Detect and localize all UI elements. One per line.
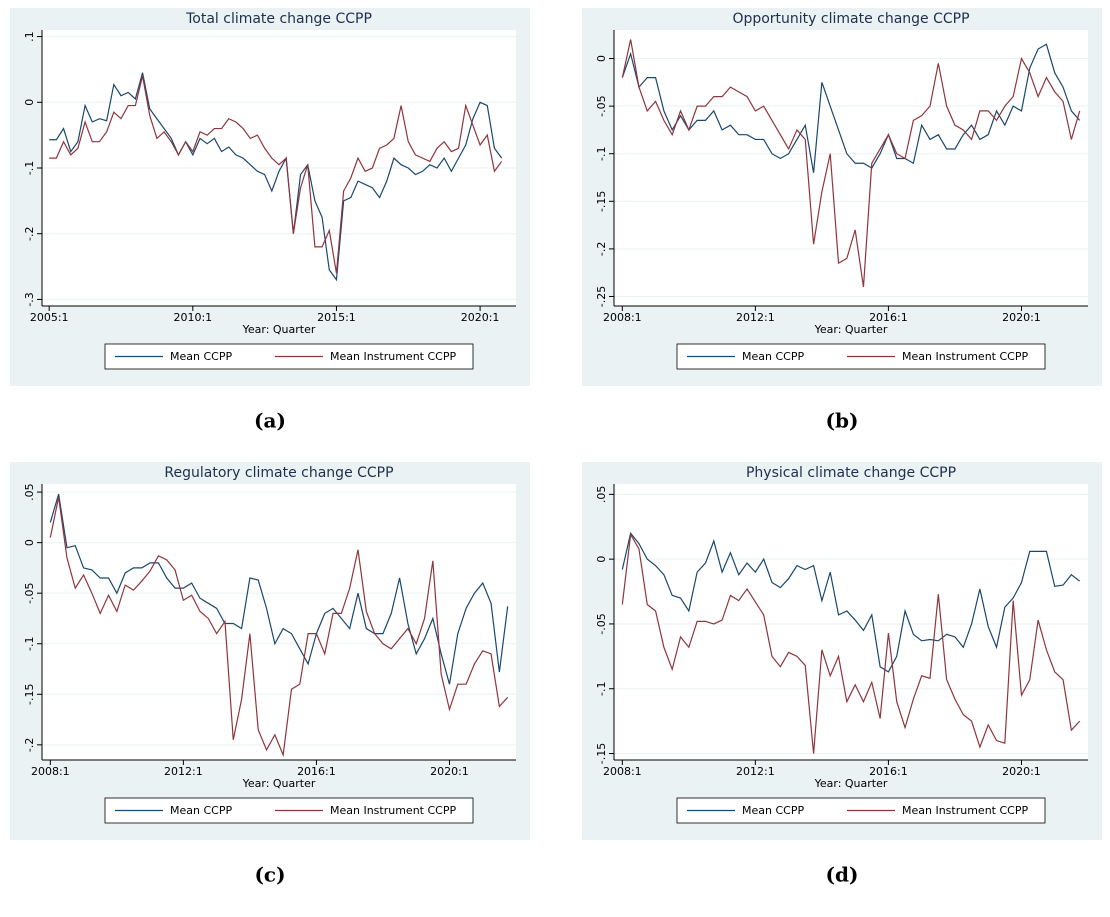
y-tick-label: -.1 xyxy=(23,637,36,651)
x-axis-label: Year: Quarter xyxy=(814,323,888,336)
x-tick-label: 2016:1 xyxy=(297,765,336,778)
chart-panel: Total climate change CCPP -.3 -.2 -.1 0 .1 200… xyxy=(10,8,530,433)
legend-label: Mean CCPP xyxy=(742,804,804,817)
chart-title: Total climate change CCPP xyxy=(185,11,372,27)
y-tick-label: -.3 xyxy=(23,292,36,306)
legend-label: Mean CCPP xyxy=(742,350,804,363)
x-axis-label: Year: Quarter xyxy=(242,777,316,790)
panel-caption: (a) xyxy=(254,409,286,433)
series-line xyxy=(621,531,1081,673)
y-tick-label: .05 xyxy=(23,483,36,501)
x-tick-label: 2005:1 xyxy=(30,311,69,324)
y-tick-label: 0 xyxy=(23,99,36,106)
y-tick-label: 0 xyxy=(595,556,608,563)
y-tick-label: -.15 xyxy=(23,684,36,705)
series-line xyxy=(621,39,1081,288)
y-tick-label: -.2 xyxy=(23,226,36,240)
legend-label: Mean Instrument CCPP xyxy=(330,804,456,817)
x-tick-label: 2012:1 xyxy=(736,311,775,324)
y-tick-label: -.1 xyxy=(595,681,608,695)
chart-panel: Opportunity climate change CCPP -.25 -.2 -.… xyxy=(582,8,1102,433)
series-line xyxy=(621,43,1081,173)
plot-area xyxy=(42,484,516,760)
chart-panel: Physical climate change CCPP -.15 -.1 -.05 0… xyxy=(582,462,1102,887)
x-tick-label: 2020:1 xyxy=(430,765,469,778)
x-tick-label: 2020:1 xyxy=(461,311,500,324)
x-tick-label: 2008:1 xyxy=(31,765,70,778)
y-tick-label: -.25 xyxy=(595,286,608,307)
x-tick-label: 2012:1 xyxy=(736,765,775,778)
panel-caption: (b) xyxy=(826,409,859,433)
x-tick-label: 2015:1 xyxy=(317,311,356,324)
x-tick-label: 2016:1 xyxy=(869,765,908,778)
y-tick-label: 0 xyxy=(595,55,608,62)
y-tick-label: -.1 xyxy=(23,161,36,175)
panel-caption: (d) xyxy=(826,863,859,887)
series-line xyxy=(49,72,503,282)
y-tick-label: 0 xyxy=(23,539,36,546)
y-tick-label: -.2 xyxy=(595,242,608,256)
y-tick-label: -.15 xyxy=(595,743,608,764)
x-tick-label: 2020:1 xyxy=(1002,765,1041,778)
series-line xyxy=(49,493,509,685)
plot-area xyxy=(614,484,1088,760)
series-line xyxy=(49,497,509,758)
x-tick-label: 2020:1 xyxy=(1002,311,1041,324)
y-tick-label: -.1 xyxy=(595,146,608,160)
series-line xyxy=(621,532,1081,754)
chart-title: Opportunity climate change CCPP xyxy=(732,11,969,27)
x-tick-label: 2010:1 xyxy=(173,311,212,324)
panel-caption: (c) xyxy=(254,863,285,887)
y-tick-label: -.15 xyxy=(595,191,608,212)
y-tick-label: .05 xyxy=(595,486,608,504)
y-tick-label: .1 xyxy=(23,31,36,42)
legend-label: Mean CCPP xyxy=(170,350,232,363)
series-line xyxy=(49,75,503,274)
chart-panel: Regulatory climate change CCPP -.2 -.15 -.1… xyxy=(10,462,530,887)
legend-label: Mean Instrument CCPP xyxy=(902,804,1028,817)
chart-title: Physical climate change CCPP xyxy=(746,465,956,481)
y-tick-label: -.05 xyxy=(23,582,36,603)
y-tick-label: -.05 xyxy=(595,613,608,634)
x-tick-label: 2008:1 xyxy=(603,311,642,324)
x-axis-label: Year: Quarter xyxy=(814,777,888,790)
chart-title: Regulatory climate change CCPP xyxy=(164,465,393,481)
legend-label: Mean CCPP xyxy=(170,804,232,817)
x-tick-label: 2008:1 xyxy=(603,765,642,778)
plot-area xyxy=(614,30,1088,306)
x-tick-label: 2016:1 xyxy=(869,311,908,324)
x-axis-label: Year: Quarter xyxy=(242,323,316,336)
x-tick-label: 2012:1 xyxy=(164,765,203,778)
legend-label: Mean Instrument CCPP xyxy=(902,350,1028,363)
legend-label: Mean Instrument CCPP xyxy=(330,350,456,363)
y-tick-label: -.05 xyxy=(595,95,608,116)
y-tick-label: -.2 xyxy=(23,738,36,752)
